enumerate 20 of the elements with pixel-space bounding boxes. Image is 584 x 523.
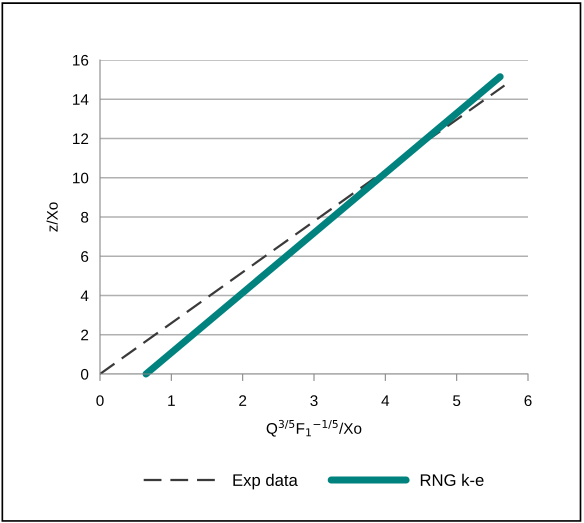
y-tick-label: 4 [80, 290, 88, 302]
y-tick-label: 10 [73, 172, 88, 184]
legend-label: Exp data [233, 474, 298, 490]
y-tick-label: 16 [73, 54, 88, 66]
y-tick-label: 8 [81, 212, 88, 223]
y-tick-label: 6 [81, 251, 88, 262]
x-tick-label: 5 [453, 395, 460, 406]
y-tick-label: 14 [73, 94, 88, 105]
x-axis-title: Q$^{3/5}$F$_{1}$$^{−1/5}$/Xo [266, 420, 362, 437]
y-axis-title: z/Xo [46, 202, 58, 232]
y-tick-label: 2 [81, 330, 88, 340]
x-tick-label: 3 [310, 395, 318, 406]
x-tick-label: 1 [168, 395, 175, 406]
x-tick-label: 0 [96, 395, 104, 406]
x-tick-label: 4 [381, 395, 390, 406]
y-tick-label: 12 [73, 133, 88, 144]
y-tick-label: 0 [80, 368, 88, 380]
x-tick-label: 2 [239, 395, 246, 406]
x-tick-label: 6 [524, 395, 532, 406]
legend-label: RNG k-e [420, 474, 484, 486]
